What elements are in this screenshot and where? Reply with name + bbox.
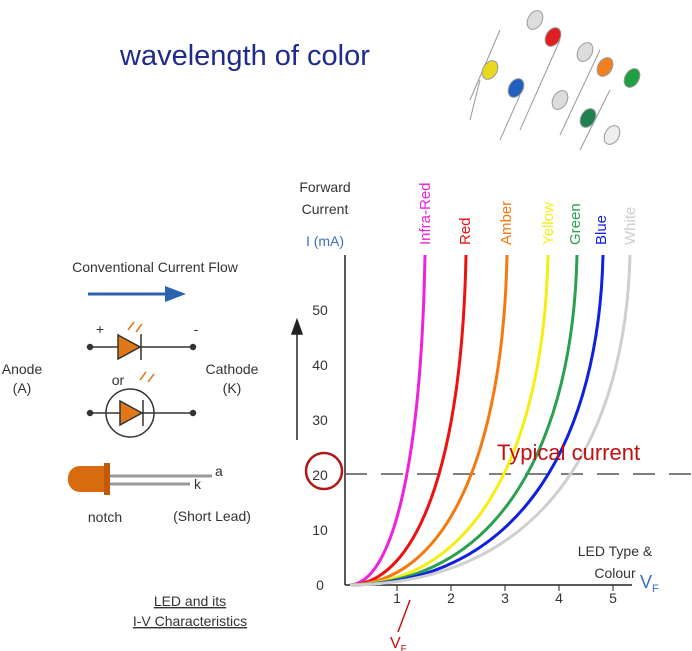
y-tick-label: 20 <box>312 467 328 483</box>
y-title: Forward <box>299 179 350 195</box>
x-label-main: V <box>640 572 652 592</box>
vf-sub: F <box>401 644 407 651</box>
legend-note: Colour <box>594 565 636 581</box>
curve-label: Green <box>567 203 584 245</box>
x-label: VF <box>640 572 659 595</box>
flow-arrow <box>88 286 186 302</box>
vf-marker: VF <box>390 635 407 651</box>
led-picture <box>470 8 643 150</box>
x-tick-label: 5 <box>609 590 617 606</box>
y-tick-label: 40 <box>312 357 328 373</box>
diode-symbols <box>88 322 196 437</box>
title: wavelength of color <box>119 40 370 72</box>
curve-label: Yellow <box>540 202 557 245</box>
curve <box>350 255 507 585</box>
annotation: Typical current <box>497 440 640 465</box>
x-tick-label: 4 <box>555 590 563 606</box>
curve-label: Infra-Red <box>417 182 434 245</box>
notch-label: notch <box>88 509 122 525</box>
short-lead-label: (Short Lead) <box>173 508 251 524</box>
flow-label: Conventional Current Flow <box>72 259 239 275</box>
y-tick-label: 50 <box>312 302 328 318</box>
lead-a: a <box>215 463 223 479</box>
x-tick-label: 2 <box>447 590 455 606</box>
minus: - <box>194 321 199 337</box>
x-label-sub: F <box>652 583 659 595</box>
caption: I-V Characteristics <box>133 613 247 629</box>
y-tick-label: 30 <box>312 412 328 428</box>
vf-main: V <box>390 635 401 651</box>
caption: LED and its <box>154 593 226 609</box>
x-tick-label: 1 <box>393 590 401 606</box>
plus: + <box>96 321 104 337</box>
anode-label: (A) <box>13 380 32 396</box>
legend-note: LED Type & <box>578 543 653 559</box>
y-title: Current <box>302 201 349 217</box>
curve <box>350 255 548 585</box>
curve-label: White <box>622 207 639 245</box>
x-tick-label: 3 <box>501 590 509 606</box>
curve <box>350 255 466 585</box>
cathode-label: (K) <box>223 380 242 396</box>
slide: wavelength of color Conventional Current… <box>0 0 692 651</box>
lead-k: k <box>194 476 202 492</box>
cathode-label: Cathode <box>206 361 259 377</box>
y-unit: I (mA) <box>306 233 344 249</box>
or-label: or <box>112 372 125 388</box>
led-icon <box>68 463 212 495</box>
y-tick-label: 0 <box>316 577 324 593</box>
anode-label: Anode <box>2 361 43 377</box>
curve-label: Amber <box>498 201 515 245</box>
y-tick-label: 10 <box>312 522 328 538</box>
curve-label: Red <box>457 217 474 245</box>
curve <box>350 255 603 585</box>
curve-label: Blue <box>593 215 610 245</box>
